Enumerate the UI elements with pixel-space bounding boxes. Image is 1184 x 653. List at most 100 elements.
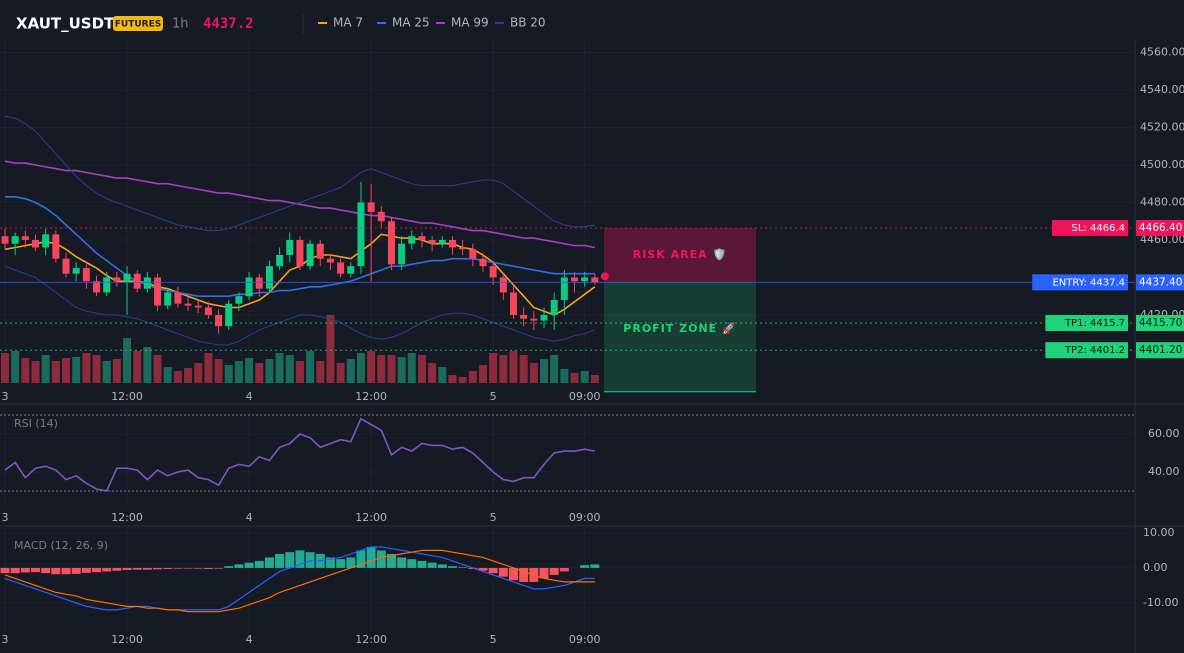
macd-histogram-bar [183,567,193,569]
macd-histogram-bar [417,560,427,568]
profit-zone [604,282,756,392]
volume-bar [509,351,518,383]
volume-bar [377,355,386,383]
last-price: 4437.2 [203,16,254,32]
candle-body [286,239,294,255]
volume-bar [468,371,477,383]
legend-label: MA 25 [392,16,430,30]
y-tick-label: 0.00 [1143,561,1168,574]
candle-body [581,277,589,282]
volume-bar [397,357,406,383]
volume-bar [41,355,50,383]
y-tick-label: 4540.00 [1140,83,1184,96]
candle-body [72,268,80,274]
candle-body [398,243,406,265]
volume-bar [204,353,213,383]
macd-histogram-bar [559,567,569,572]
volume-bar [143,347,152,383]
x-tick-label: 4 [246,390,253,403]
candle-body [143,277,151,289]
volume-bar [112,359,121,383]
y-tick-label: 40.00 [1148,465,1180,478]
volume-bar [346,359,355,383]
volume-bar [62,358,71,383]
volume-bar [519,355,528,383]
level-label: TP1: 4415.7 [1064,318,1125,329]
macd-histogram-bar [163,567,173,569]
y-tick-label: 4500.00 [1140,158,1184,171]
indicator-line [5,196,595,297]
level-label-bg [1045,342,1128,359]
macd-histogram-bar [51,567,61,575]
volume-bar [214,359,223,383]
candle-body [499,277,507,293]
macd-histogram-bar [498,567,508,577]
level-tag-bg [1136,274,1184,291]
volume-bar [367,351,376,383]
volume-bar [275,353,284,383]
level-tag: 4437.40 [1139,276,1182,288]
volume-bar [316,361,325,383]
macd-histogram-bar [285,552,295,568]
level-tag: 4415.70 [1139,317,1182,329]
candle-body [408,236,416,244]
volume-bar [580,371,589,383]
volume-bar [82,353,91,383]
volume-bar [478,365,487,383]
risk-area [604,227,756,283]
candle-body [82,268,90,282]
volume-bar [31,361,40,383]
macd-histogram-bar [539,567,549,579]
macd-histogram-bar [31,567,41,573]
x-tick-label: 3 [2,633,9,646]
candle-body [520,314,528,319]
indicator-line [4,115,595,232]
y-tick-label: -10.00 [1143,596,1178,609]
volume-bar [489,353,498,383]
candle-body [326,258,334,263]
macd-histogram-bar [478,567,488,571]
macd-line [4,546,595,611]
macd-histogram-bar [376,550,386,568]
x-tick-label: 12:00 [111,390,143,403]
candle-body [32,239,40,248]
macd-histogram-bar [427,562,437,568]
candle-body [123,273,131,282]
x-tick-label: 3 [2,390,9,403]
x-tick-label: 12:00 [111,511,143,524]
y-tick-label: 4520.00 [1140,120,1184,133]
volume-bar [417,355,426,383]
y-tick-label: 4480.00 [1140,195,1184,208]
level-tag: 4401.20 [1139,344,1182,356]
macd-histogram-bar [112,567,122,571]
macd-histogram-bar [244,562,254,568]
badge: FUTURES [115,20,161,30]
x-tick-label: 12:00 [355,390,387,403]
candle-body [438,239,446,244]
volume-bar [407,353,416,383]
x-tick-label: 4 [246,633,253,646]
y-tick-label: 10.00 [1143,526,1175,539]
macd-histogram-bar [447,566,457,568]
risk-area-label: RISK AREA 🛡️ [633,248,727,261]
x-tick-label: 12:00 [355,511,387,524]
candle-body [357,202,365,267]
macd-histogram-bar [386,553,396,568]
macd-histogram-bar [61,567,71,575]
volume-bar [326,315,335,383]
macd-histogram-bar [437,564,447,568]
candle-body [215,314,223,327]
macd-histogram-bar [336,559,346,568]
indicator-line [4,160,596,249]
candle-body [347,266,355,274]
volume-bar [173,371,182,383]
candle-body [174,292,182,304]
volume-bar [51,361,60,383]
level-label: SL: 4466.4 [1072,223,1125,234]
symbol: XAUT_USDT [16,15,115,33]
candle-body [113,277,121,282]
grid: 3 12:00 4 12:00 5 09:00 3 12:00 4 12:00 5 09:00 3 12:… [0,40,1184,646]
